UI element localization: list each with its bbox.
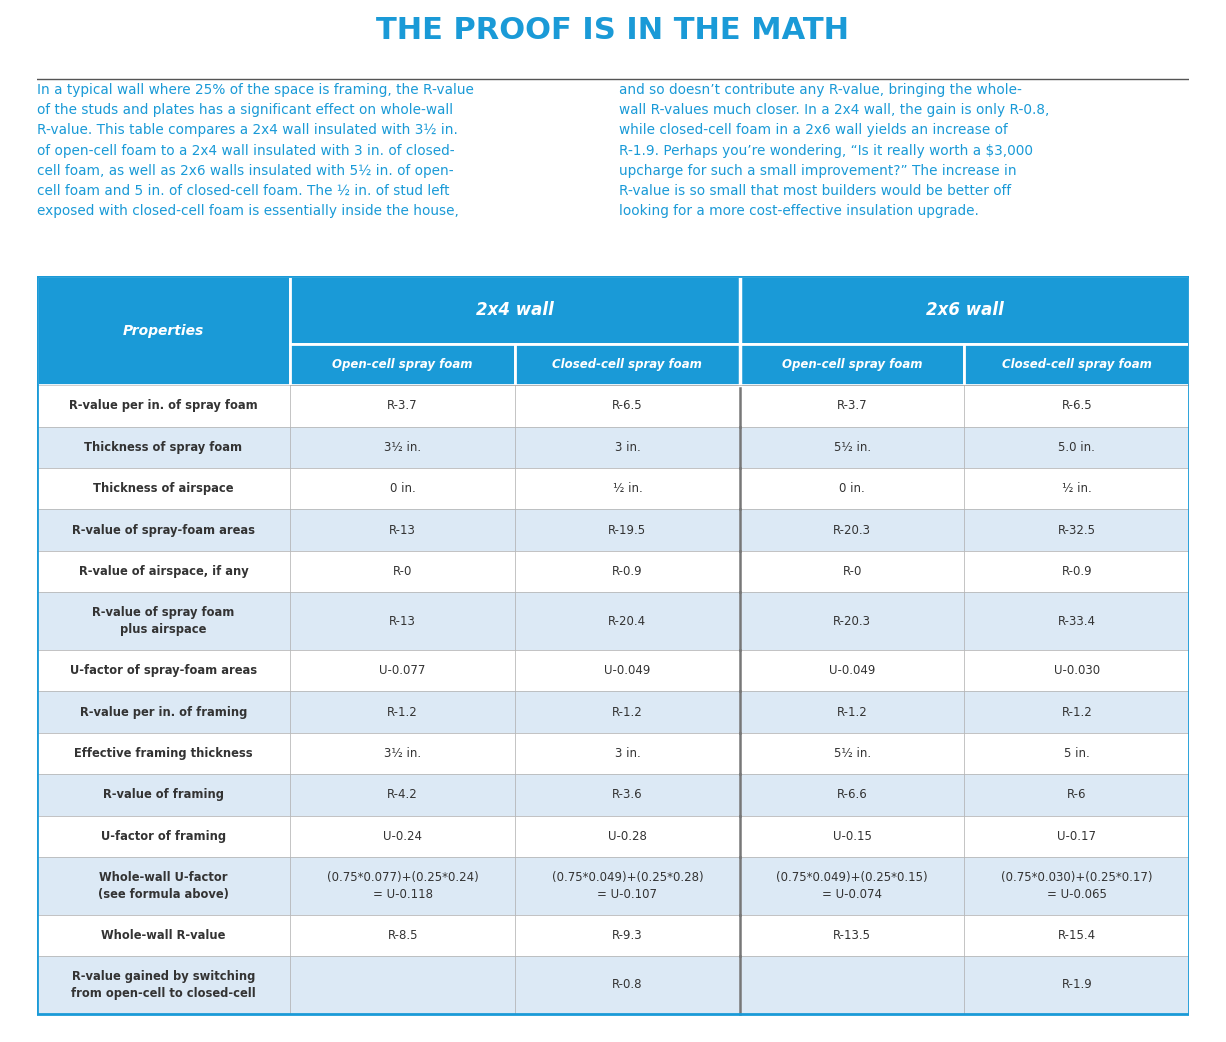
- Text: ½ in.: ½ in.: [613, 482, 642, 495]
- Bar: [291, 276, 739, 344]
- Bar: [515, 816, 739, 858]
- Text: 0 in.: 0 in.: [390, 482, 416, 495]
- Bar: [37, 915, 291, 957]
- Bar: [515, 426, 739, 468]
- Text: R-1.2: R-1.2: [837, 705, 868, 719]
- Text: 3½ in.: 3½ in.: [384, 441, 422, 453]
- Text: R-3.6: R-3.6: [612, 789, 642, 801]
- Text: R-8.5: R-8.5: [387, 928, 418, 942]
- Bar: [37, 276, 291, 386]
- Text: R-3.7: R-3.7: [387, 399, 418, 413]
- Bar: [515, 915, 739, 957]
- Text: R-15.4: R-15.4: [1058, 928, 1096, 942]
- Text: and so doesn’t contribute any R-value, bringing the whole-
wall R-values much cl: and so doesn’t contribute any R-value, b…: [619, 83, 1049, 218]
- Text: R-3.7: R-3.7: [837, 399, 868, 413]
- Text: U-0.28: U-0.28: [608, 829, 647, 843]
- Bar: [291, 386, 515, 426]
- Bar: [739, 592, 965, 650]
- Bar: [515, 650, 739, 691]
- Bar: [37, 426, 291, 468]
- Text: R-0.9: R-0.9: [1062, 565, 1092, 578]
- Bar: [515, 774, 739, 816]
- Text: R-1.2: R-1.2: [612, 705, 642, 719]
- Bar: [291, 915, 515, 957]
- Bar: [515, 386, 739, 426]
- Text: 5.0 in.: 5.0 in.: [1058, 441, 1095, 453]
- Bar: [37, 774, 291, 816]
- Bar: [739, 691, 965, 733]
- Text: R-13: R-13: [389, 615, 416, 627]
- Text: Whole-wall U-factor
(see formula above): Whole-wall U-factor (see formula above): [98, 871, 229, 901]
- Text: U-0.049: U-0.049: [829, 664, 875, 677]
- Text: R-value of framing: R-value of framing: [103, 789, 224, 801]
- Text: R-6.5: R-6.5: [612, 399, 642, 413]
- Bar: [965, 386, 1189, 426]
- Text: R-4.2: R-4.2: [387, 789, 418, 801]
- Text: Whole-wall R-value: Whole-wall R-value: [102, 928, 226, 942]
- Text: 5½ in.: 5½ in.: [834, 747, 870, 760]
- Text: 0 in.: 0 in.: [840, 482, 866, 495]
- Text: U-0.077: U-0.077: [380, 664, 425, 677]
- Bar: [515, 344, 739, 386]
- Text: 3 in.: 3 in.: [614, 441, 640, 453]
- Text: U-0.030: U-0.030: [1054, 664, 1100, 677]
- Text: (0.75*0.030)+(0.25*0.17)
= U-0.065: (0.75*0.030)+(0.25*0.17) = U-0.065: [1002, 871, 1152, 901]
- Bar: [739, 816, 965, 858]
- Bar: [739, 915, 965, 957]
- Text: R-1.2: R-1.2: [1062, 705, 1092, 719]
- Text: 5½ in.: 5½ in.: [834, 441, 870, 453]
- Bar: [291, 650, 515, 691]
- Bar: [739, 510, 965, 551]
- Bar: [515, 691, 739, 733]
- Text: Closed-cell spray foam: Closed-cell spray foam: [1002, 357, 1151, 371]
- Text: (0.75*0.077)+(0.25*0.24)
= U-0.118: (0.75*0.077)+(0.25*0.24) = U-0.118: [327, 871, 478, 901]
- Bar: [37, 816, 291, 858]
- Text: R-20.3: R-20.3: [834, 524, 872, 537]
- Bar: [37, 733, 291, 774]
- Text: R-1.2: R-1.2: [387, 705, 418, 719]
- Bar: [965, 592, 1189, 650]
- Bar: [291, 468, 515, 510]
- Bar: [37, 468, 291, 510]
- Text: (0.75*0.049)+(0.25*0.28)
= U-0.107: (0.75*0.049)+(0.25*0.28) = U-0.107: [552, 871, 704, 901]
- Text: R-value per in. of spray foam: R-value per in. of spray foam: [69, 399, 257, 413]
- Text: In a typical wall where 25% of the space is framing, the R-value
of the studs an: In a typical wall where 25% of the space…: [37, 83, 473, 218]
- Text: 5 in.: 5 in.: [1064, 747, 1090, 760]
- Bar: [515, 551, 739, 592]
- Bar: [965, 551, 1189, 592]
- Text: R-19.5: R-19.5: [608, 524, 646, 537]
- Bar: [739, 733, 965, 774]
- Text: R-0.8: R-0.8: [612, 978, 642, 991]
- Bar: [965, 510, 1189, 551]
- Text: R-value of spray foam
plus airspace: R-value of spray foam plus airspace: [92, 606, 234, 636]
- Text: U-factor of spray-foam areas: U-factor of spray-foam areas: [70, 664, 257, 677]
- Bar: [515, 858, 739, 915]
- Bar: [739, 551, 965, 592]
- Text: R-13.5: R-13.5: [834, 928, 872, 942]
- Bar: [291, 957, 515, 1014]
- Text: R-33.4: R-33.4: [1058, 615, 1096, 627]
- Bar: [739, 957, 965, 1014]
- Text: R-0.9: R-0.9: [612, 565, 642, 578]
- Bar: [739, 774, 965, 816]
- Bar: [291, 816, 515, 858]
- Bar: [739, 650, 965, 691]
- Text: R-value of spray-foam areas: R-value of spray-foam areas: [72, 524, 255, 537]
- Text: 3 in.: 3 in.: [614, 747, 640, 760]
- Bar: [291, 858, 515, 915]
- Bar: [739, 858, 965, 915]
- Bar: [515, 510, 739, 551]
- Bar: [515, 957, 739, 1014]
- Text: R-0: R-0: [842, 565, 862, 578]
- Text: R-6.5: R-6.5: [1062, 399, 1092, 413]
- Bar: [37, 650, 291, 691]
- Bar: [739, 426, 965, 468]
- Bar: [965, 858, 1189, 915]
- Bar: [291, 510, 515, 551]
- Text: U-factor of framing: U-factor of framing: [101, 829, 226, 843]
- Bar: [291, 733, 515, 774]
- Bar: [965, 426, 1189, 468]
- Text: U-0.24: U-0.24: [384, 829, 422, 843]
- Text: 2x4 wall: 2x4 wall: [476, 301, 554, 319]
- Text: Thickness of spray foam: Thickness of spray foam: [85, 441, 243, 453]
